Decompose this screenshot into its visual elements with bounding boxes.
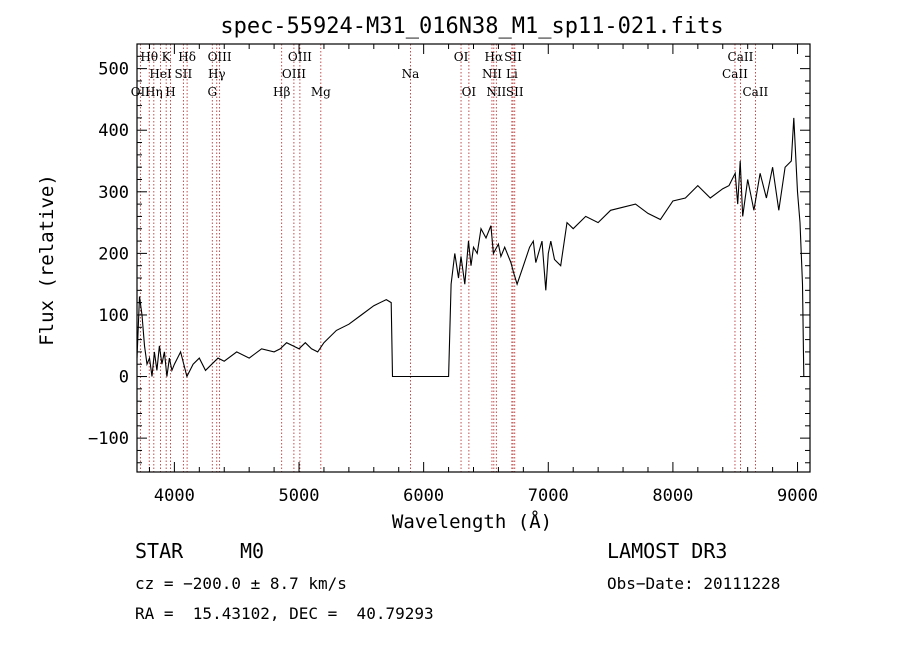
- y-tick-label-1: 0: [119, 368, 129, 388]
- line-label-16: OI: [454, 50, 469, 64]
- line-label-3: HeI: [149, 67, 172, 81]
- observation-date: Obs−Date: 20111228: [607, 574, 781, 593]
- emission-line-markers: [139, 44, 756, 472]
- object-subclass: M0: [240, 539, 265, 563]
- survey-name: LAMOST DR3: [607, 539, 728, 563]
- line-label-0: OII: [131, 85, 151, 99]
- x-tick-label-3: 7000: [528, 486, 569, 506]
- line-label-25: CaII: [728, 50, 754, 64]
- emission-line-labels: OIIHθHηHeIKHSIIHδGHγOIIIHβOIIIOIIIMgNaOI…: [131, 50, 769, 99]
- line-label-10: OIII: [208, 50, 232, 64]
- line-label-12: OIII: [282, 67, 306, 81]
- line-label-13: OIII: [288, 50, 312, 64]
- axis-ticks: 4000 5000 6000 7000 8000 9000 −100 0 100 200 300 40…: [88, 43, 818, 506]
- y-tick-label-6: 500: [98, 60, 129, 80]
- line-label-23: SII: [506, 85, 524, 99]
- y-tick-label-3: 200: [98, 244, 129, 264]
- ra-dec-coordinates: RA = 15.43102, DEC = 40.79293: [135, 604, 434, 623]
- redshift-cz: cz = −200.0 ± 8.7 km/s: [135, 574, 347, 593]
- line-label-19: Hα: [485, 50, 504, 64]
- line-label-6: SII: [175, 67, 193, 81]
- object-class: STAR: [135, 539, 184, 563]
- y-tick-label-4: 300: [98, 183, 129, 203]
- spectrum-series-line: [136, 117, 805, 379]
- x-tick-label-2: 6000: [403, 486, 444, 506]
- x-tick-label-0: 4000: [154, 486, 195, 506]
- y-tick-label-2: 100: [98, 306, 129, 326]
- line-label-5: H: [165, 85, 175, 99]
- line-label-11: Hβ: [273, 85, 290, 99]
- line-label-9: Hγ: [208, 67, 226, 81]
- line-label-14: Mg: [311, 85, 331, 99]
- line-label-20: NII: [486, 85, 506, 99]
- x-tick-label-4: 8000: [652, 486, 693, 506]
- x-axis-label: Wavelength (Å): [392, 510, 552, 533]
- line-label-15: Na: [402, 67, 420, 81]
- plot-frame: [136, 43, 811, 473]
- x-tick-label-5: 9000: [777, 486, 818, 506]
- y-tick-label-5: 400: [98, 121, 129, 141]
- line-label-4: K: [162, 50, 172, 64]
- y-tick-label-0: −100: [88, 429, 129, 449]
- line-label-2: Hη: [145, 85, 163, 99]
- x-tick-label-1: 5000: [279, 486, 320, 506]
- line-label-18: NII: [482, 67, 502, 81]
- line-label-26: CaII: [742, 85, 768, 99]
- line-label-21: Li: [506, 67, 518, 81]
- y-axis-label: Flux (relative): [36, 174, 58, 346]
- chart-title: spec-55924-M31_016N38_M1_sp11-021.fits: [220, 14, 723, 39]
- line-label-22: SII: [504, 50, 522, 64]
- line-label-7: Hδ: [178, 50, 196, 64]
- line-label-8: G: [207, 85, 217, 99]
- line-label-24: CaII: [722, 67, 748, 81]
- line-label-17: OI: [462, 85, 477, 99]
- line-label-1: Hθ: [140, 50, 158, 64]
